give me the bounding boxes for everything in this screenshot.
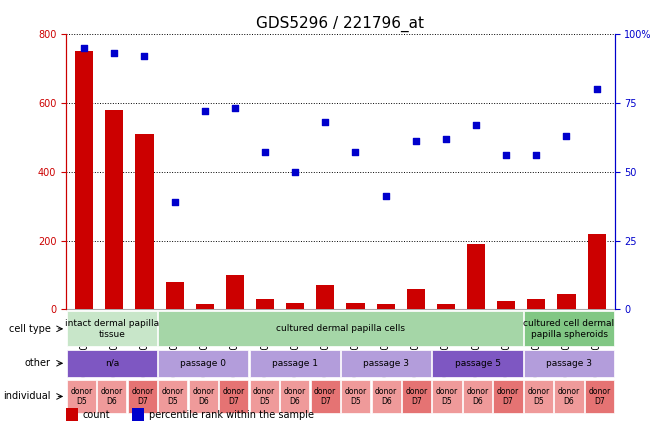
FancyBboxPatch shape [67, 380, 96, 413]
FancyBboxPatch shape [158, 380, 188, 413]
Point [380, 193, 391, 200]
Text: donor
D6: donor D6 [467, 387, 488, 406]
Text: cell type: cell type [9, 324, 51, 334]
FancyBboxPatch shape [432, 350, 523, 377]
Text: passage 1: passage 1 [272, 359, 318, 368]
Text: donor
D7: donor D7 [588, 387, 611, 406]
Bar [75, 51, 93, 310]
Text: donor
D6: donor D6 [558, 387, 580, 406]
Text: donor
D6: donor D6 [192, 387, 214, 406]
Text: donor
D7: donor D7 [223, 387, 245, 406]
FancyBboxPatch shape [463, 380, 492, 413]
Text: donor
D7: donor D7 [131, 387, 153, 406]
FancyBboxPatch shape [371, 380, 401, 413]
Point [200, 107, 210, 114]
Text: donor
D5: donor D5 [436, 387, 458, 406]
Bar [196, 304, 214, 310]
Bar [437, 304, 455, 310]
Point [169, 198, 180, 205]
Bar [497, 301, 516, 310]
Text: donor
D5: donor D5 [344, 387, 367, 406]
FancyBboxPatch shape [158, 350, 249, 377]
Point [229, 105, 240, 112]
Point [260, 149, 270, 156]
FancyBboxPatch shape [97, 380, 126, 413]
FancyBboxPatch shape [524, 380, 553, 413]
Point [561, 132, 572, 139]
FancyBboxPatch shape [341, 350, 431, 377]
Bar [346, 302, 364, 310]
Point [290, 168, 301, 175]
FancyBboxPatch shape [158, 311, 523, 346]
FancyBboxPatch shape [67, 350, 157, 377]
FancyBboxPatch shape [555, 380, 584, 413]
Text: passage 3: passage 3 [363, 359, 409, 368]
Bar [226, 275, 244, 310]
FancyBboxPatch shape [250, 380, 279, 413]
Bar [557, 294, 576, 310]
FancyBboxPatch shape [585, 380, 614, 413]
Point [79, 44, 89, 51]
Point [501, 152, 512, 159]
Point [441, 135, 451, 142]
Text: donor
D5: donor D5 [70, 387, 93, 406]
Bar [66, 408, 78, 421]
Point [109, 50, 120, 57]
FancyBboxPatch shape [402, 380, 431, 413]
Text: cultured cell dermal
papilla spheroids: cultured cell dermal papilla spheroids [524, 319, 615, 338]
Text: other: other [25, 358, 51, 368]
FancyBboxPatch shape [67, 311, 157, 346]
FancyBboxPatch shape [524, 350, 614, 377]
Text: donor
D5: donor D5 [527, 387, 550, 406]
Text: passage 3: passage 3 [546, 359, 592, 368]
Bar [377, 304, 395, 310]
Text: donor
D5: donor D5 [253, 387, 276, 406]
Text: passage 0: passage 0 [180, 359, 226, 368]
Bar [407, 289, 425, 310]
FancyBboxPatch shape [432, 380, 462, 413]
Bar [317, 286, 334, 310]
Text: individual: individual [3, 391, 51, 401]
Text: donor
D7: donor D7 [405, 387, 428, 406]
Bar [132, 408, 143, 421]
FancyBboxPatch shape [524, 311, 614, 346]
Point [139, 52, 150, 59]
Text: percentile rank within the sample: percentile rank within the sample [149, 409, 314, 420]
Bar [527, 299, 545, 310]
Text: donor
D5: donor D5 [162, 387, 184, 406]
Text: donor
D6: donor D6 [375, 387, 397, 406]
Title: GDS5296 / 221796_at: GDS5296 / 221796_at [256, 16, 424, 33]
Bar [467, 244, 485, 310]
Text: donor
D7: donor D7 [314, 387, 336, 406]
FancyBboxPatch shape [311, 380, 340, 413]
FancyBboxPatch shape [493, 380, 523, 413]
FancyBboxPatch shape [280, 380, 309, 413]
FancyBboxPatch shape [188, 380, 218, 413]
Point [350, 149, 361, 156]
Point [471, 121, 481, 128]
Point [592, 85, 602, 92]
Text: count: count [83, 409, 110, 420]
Bar [256, 299, 274, 310]
FancyBboxPatch shape [250, 350, 340, 377]
Text: cultured dermal papilla cells: cultured dermal papilla cells [276, 324, 405, 333]
Bar [588, 233, 605, 310]
Bar [105, 110, 124, 310]
FancyBboxPatch shape [219, 380, 249, 413]
Text: donor
D6: donor D6 [284, 387, 306, 406]
Text: passage 5: passage 5 [455, 359, 500, 368]
FancyBboxPatch shape [341, 380, 370, 413]
Text: n/a: n/a [104, 359, 119, 368]
Point [531, 152, 541, 159]
Bar [136, 134, 153, 310]
Bar [286, 302, 304, 310]
FancyBboxPatch shape [128, 380, 157, 413]
Point [410, 138, 421, 145]
Point [320, 119, 330, 126]
Text: intact dermal papilla
tissue: intact dermal papilla tissue [65, 319, 159, 338]
Text: donor
D7: donor D7 [497, 387, 519, 406]
Text: donor
D6: donor D6 [100, 387, 123, 406]
Bar [165, 282, 184, 310]
